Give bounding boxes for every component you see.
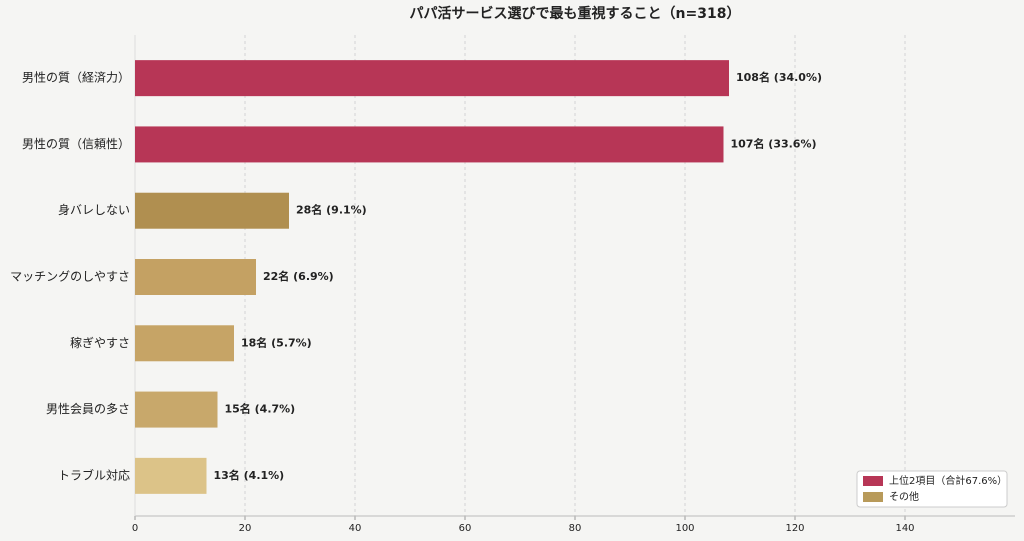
x-tick-label: 100 xyxy=(675,523,694,534)
y-tick-label: 男性の質（信頼性） xyxy=(22,136,130,151)
bar xyxy=(135,126,724,163)
x-tick-label: 40 xyxy=(349,523,362,534)
bar xyxy=(135,325,234,362)
x-tick-label: 0 xyxy=(132,523,138,534)
x-tick-label: 120 xyxy=(785,523,804,534)
data-label: 28名 (9.1%) xyxy=(296,203,367,217)
y-tick-label: トラブル対応 xyxy=(58,467,130,482)
legend-swatch xyxy=(863,476,883,486)
bar xyxy=(135,192,289,229)
legend-box xyxy=(856,470,1008,508)
data-label: 15名 (4.7%) xyxy=(225,402,296,416)
x-tick-label: 140 xyxy=(895,523,914,534)
legend-label: 上位2項目（合計67.6%） xyxy=(889,474,1007,487)
bar xyxy=(135,60,729,97)
y-tick-label: 男性会員の多さ xyxy=(46,402,130,416)
data-label: 18名 (5.7%) xyxy=(241,335,312,349)
bar xyxy=(135,391,218,428)
data-label: 13名 (4.1%) xyxy=(214,468,285,482)
x-tick-label: 80 xyxy=(569,523,582,534)
bar xyxy=(135,457,207,494)
data-label: 108名 (34.0%) xyxy=(736,70,822,84)
y-tick-label: マッチングのしやすさ xyxy=(10,270,130,284)
y-tick-label: 身バレしない xyxy=(58,202,130,217)
bar xyxy=(135,259,256,295)
data-label: 22名 (6.9%) xyxy=(263,269,334,283)
legend-swatch xyxy=(863,492,883,502)
y-tick-label: 男性の質（経済力） xyxy=(22,70,130,85)
x-tick-label: 60 xyxy=(459,523,472,534)
chart-title: パパ活サービス選びで最も重視すること（n=318） xyxy=(410,5,741,22)
x-tick-label: 20 xyxy=(239,523,252,534)
legend-label: その他 xyxy=(889,490,919,503)
y-tick-label: 稼ぎやすさ xyxy=(70,335,130,350)
data-label: 107名 (33.6%) xyxy=(731,136,817,150)
